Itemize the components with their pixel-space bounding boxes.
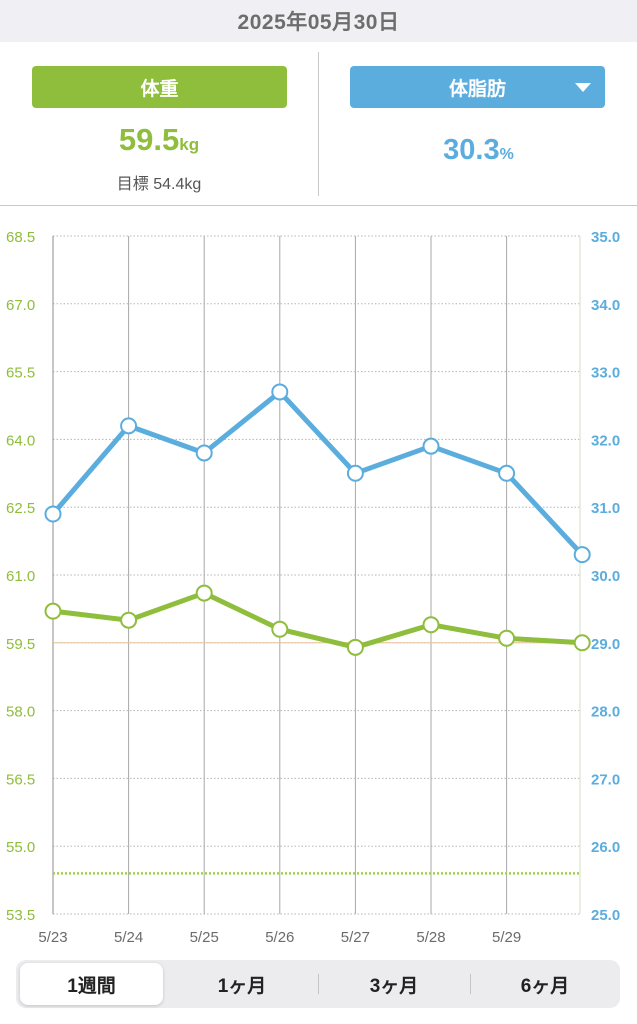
fat-data-point	[573, 546, 591, 564]
y-axis-left-tick: 56.5	[6, 771, 35, 788]
weight-series-line	[50, 590, 585, 650]
y-axis-right-tick: 28.0	[591, 704, 620, 721]
goal-weight-label: 目標 54.4kg	[116, 176, 202, 193]
weight-data-point	[346, 638, 364, 656]
fat-data-point	[195, 444, 213, 462]
fat-panel: 体脂肪 30.3%	[320, 42, 637, 205]
y-axis-right-tick: 30.0	[591, 568, 620, 585]
y-axis-left-tick: 67.0	[6, 297, 35, 314]
fat-data-point	[120, 417, 138, 435]
header-divider	[0, 205, 637, 206]
panel-divider	[318, 52, 319, 196]
fat-data-point	[44, 505, 62, 523]
x-axis-tick: 5/23	[38, 929, 67, 946]
weight-data-point	[573, 634, 591, 652]
x-axis-tick: 5/27	[341, 929, 370, 946]
fat-data-point	[422, 437, 440, 455]
y-axis-right-tick: 35.0	[591, 229, 620, 246]
tab-6-months-label: 6ヶ月	[520, 975, 570, 997]
fat-data-point	[271, 383, 289, 401]
y-axis-left-tick: 68.5	[6, 229, 35, 246]
fat-data-point	[498, 464, 516, 482]
y-axis-right-tick: 32.0	[591, 432, 620, 449]
weight-data-point	[498, 629, 516, 647]
x-axis-tick: 5/26	[265, 929, 294, 946]
weight-panel: 体重 59.5kg 目標 54.4kg	[0, 42, 318, 205]
y-axis-left-tick: 53.5	[6, 907, 35, 924]
y-axis-right-tick: 34.0	[591, 297, 620, 314]
x-axis-tick: 5/24	[114, 929, 143, 946]
y-axis-right-tick: 31.0	[591, 500, 620, 517]
tab-1-month-label: 1ヶ月	[217, 975, 267, 997]
y-axis-right-tick: 27.0	[591, 771, 620, 788]
y-axis-left-tick: 62.5	[6, 500, 35, 517]
tab-1-month[interactable]: 1ヶ月	[168, 963, 316, 1005]
y-axis-left-tick: 58.0	[6, 704, 35, 721]
weight-number: 59.5	[118, 122, 180, 157]
fat-dropdown-button[interactable]: 体脂肪	[350, 66, 605, 108]
y-axis-left-tick: 61.0	[6, 568, 35, 585]
date-header: 2025年05月30日	[0, 0, 637, 42]
caret-down-icon	[575, 83, 591, 92]
weight-data-point	[195, 584, 213, 602]
tab-divider	[470, 974, 471, 994]
weight-data-point	[271, 620, 289, 638]
weight-data-point	[120, 611, 138, 629]
fat-button-label: 体脂肪	[448, 78, 506, 100]
y-axis-right-tick: 26.0	[591, 839, 620, 856]
y-axis-left-tick: 64.0	[6, 432, 35, 449]
y-axis-left-tick: 59.5	[6, 636, 35, 653]
y-axis-left-tick: 55.0	[6, 839, 35, 856]
weight-button-label: 体重	[140, 78, 179, 100]
tab-6-months[interactable]: 6ヶ月	[472, 963, 618, 1005]
weight-value: 59.5kg	[0, 122, 318, 158]
weight-data-point	[44, 602, 62, 620]
y-axis-right-tick: 29.0	[591, 636, 620, 653]
tab-3-months[interactable]: 3ヶ月	[320, 963, 468, 1005]
weight-button[interactable]: 体重	[32, 66, 287, 108]
tab-1-week-label: 1週間	[67, 975, 116, 997]
weight-data-point	[422, 616, 440, 634]
date-label: 2025年05月30日	[237, 11, 400, 34]
tab-1-week[interactable]: 1週間	[20, 963, 163, 1005]
x-axis-tick: 5/28	[416, 929, 445, 946]
x-axis-tick: 5/25	[190, 929, 219, 946]
y-axis-right-tick: 25.0	[591, 907, 620, 924]
fat-series-line	[50, 389, 585, 558]
fat-value: 30.3%	[320, 134, 637, 167]
fat-number: 30.3	[443, 134, 500, 166]
weight-fat-chart[interactable]: 68.5 67.0 65.5 64.0 62.5 61.0 59.5 58.0 56.5 55.0…	[0, 206, 637, 950]
tab-3-months-label: 3ヶ月	[369, 975, 419, 997]
y-axis-right-tick: 33.0	[591, 365, 620, 382]
fat-unit: %	[499, 146, 514, 163]
weight-unit: kg	[179, 135, 200, 154]
fat-data-point	[346, 464, 364, 482]
x-axis-tick: 5/29	[492, 929, 521, 946]
tab-divider	[318, 974, 319, 994]
y-axis-left-tick: 65.5	[6, 365, 35, 382]
period-tabs: 1週間 1ヶ月 3ヶ月 6ヶ月	[16, 960, 620, 1008]
